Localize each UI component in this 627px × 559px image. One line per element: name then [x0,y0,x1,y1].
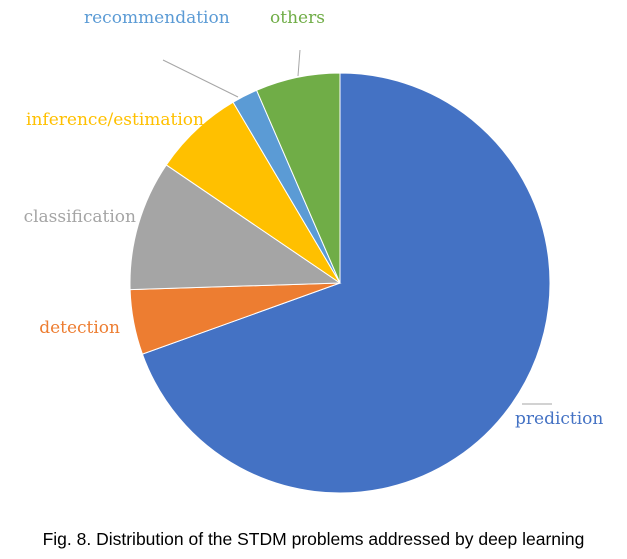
slice-label-classification: classification [24,207,136,227]
slice-label-inference-estimation: inference/estimation [26,110,204,130]
slice-label-prediction: prediction [515,409,603,429]
leader-line-others [297,49,301,77]
slice-label-detection: detection [39,318,120,338]
pie-slice-prediction [141,72,551,494]
leader-line-recommendation [162,59,239,98]
slice-label-recommendation: recommendation [84,8,230,28]
slice-label-others: others [270,8,325,28]
pie-chart: prediction detection classification inferen… [24,8,603,494]
pie-slice-others [255,72,341,284]
figure-caption: Fig. 8. Distribution of the STDM problem… [42,529,585,549]
pie-slice-classification [129,164,342,291]
